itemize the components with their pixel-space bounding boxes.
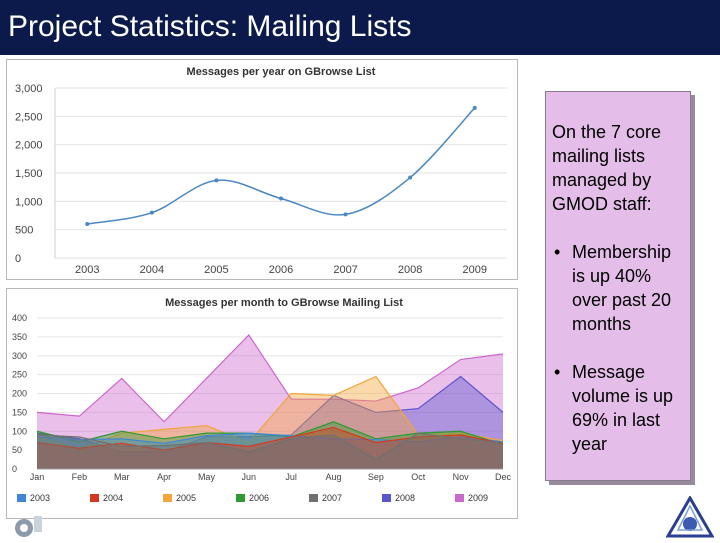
data-point [408, 175, 413, 180]
note-bullet-volume: • Message volume is up 69% in last year [552, 360, 682, 456]
monthly-messages-chart-svg: Messages per month to GBrowse Mailing Li… [12, 297, 512, 503]
note-bullet-text: Message volume is up 69% in last year [572, 362, 674, 454]
legend-label: 2007 [322, 493, 342, 503]
y-tick-label: 500 [15, 225, 33, 237]
data-point [279, 196, 283, 201]
x-tick-label: Feb [72, 472, 88, 482]
note-intro: On the 7 core mailing lists managed by G… [552, 122, 662, 214]
legend-swatch [90, 494, 99, 502]
chart-title: Messages per year on GBrowse List [187, 66, 376, 78]
data-point [149, 210, 154, 215]
bullet-dot-icon: • [554, 362, 561, 382]
series-line-2007 [36, 432, 504, 461]
y-tick-label: 2,000 [15, 140, 43, 152]
gmod-logo-icon [665, 495, 715, 543]
x-tick-label: 2005 [204, 264, 228, 276]
series-line-2003 [36, 432, 504, 444]
legend-label: 2009 [468, 493, 488, 503]
legend-swatch [236, 494, 245, 502]
legend-swatch [163, 494, 172, 502]
monthly-messages-chart: Messages per month to GBrowse Mailing Li… [6, 288, 518, 519]
x-tick-label: Aug [326, 472, 342, 482]
series-area-2008 [37, 376, 503, 469]
x-tick-label: Jan [30, 472, 45, 482]
y-tick-label: 2,500 [15, 111, 43, 123]
x-tick-label: Dec [495, 472, 512, 482]
series-line-2008 [36, 375, 504, 453]
series-line-2009 [36, 334, 504, 423]
y-tick-label: 1,000 [15, 196, 43, 208]
y-tick-label: 50 [12, 445, 22, 455]
x-tick-label: 2003 [75, 264, 99, 276]
data-point [85, 222, 90, 226]
y-tick-label: 400 [12, 313, 27, 323]
x-tick-label: 2009 [462, 264, 486, 276]
x-tick-label: Sep [368, 472, 384, 482]
y-tick-label: 350 [12, 332, 27, 342]
y-tick-label: 0 [15, 253, 21, 265]
data-point [214, 178, 219, 183]
series-line-2005 [36, 375, 504, 451]
x-tick-label: 2004 [140, 264, 164, 276]
note-bullet-text: Membership is up 40% over past 20 months [572, 242, 672, 334]
legend-label: 2004 [103, 493, 123, 503]
gear-logo-icon [8, 510, 48, 543]
series-area-2003 [37, 433, 503, 469]
legend-swatch [17, 494, 26, 502]
y-tick-label: 100 [12, 426, 27, 436]
x-tick-label: May [198, 472, 216, 482]
x-tick-label: 2006 [269, 264, 293, 276]
series-area-2004 [37, 427, 503, 469]
y-tick-label: 3,000 [15, 83, 43, 95]
legend-label: 2008 [395, 493, 415, 503]
legend-swatch [382, 494, 391, 502]
x-tick-label: Mar [114, 472, 130, 482]
title-bar: Project Statistics: Mailing Lists [0, 0, 720, 55]
note-bullet-membership: • Membership is up 40% over past 20 month… [552, 240, 682, 336]
legend-swatch [455, 494, 464, 502]
legend-label: 2006 [249, 493, 269, 503]
chart-title: Messages per month to GBrowse Mailing Li… [165, 297, 403, 309]
x-tick-label: Nov [453, 472, 470, 482]
legend-swatch [309, 494, 318, 502]
yearly-messages-chart: Messages per year on GBrowse List 0 500 1,0… [6, 59, 518, 280]
series-area-2009 [37, 334, 503, 469]
x-tick-label: 2008 [398, 264, 422, 276]
y-tick-label: 250 [12, 370, 27, 380]
x-tick-label: Apr [157, 472, 171, 482]
data-point [343, 212, 348, 217]
bullet-dot-icon: • [554, 242, 561, 262]
x-tick-label: Oct [411, 472, 426, 482]
x-tick-label: Jun [242, 472, 257, 482]
y-tick-label: 200 [12, 389, 27, 399]
y-tick-label: 1,500 [15, 168, 43, 180]
y-tick-label: 0 [12, 464, 17, 474]
yearly-messages-chart-svg: Messages per year on GBrowse List 0 500 1,0… [15, 66, 507, 276]
page-title: Project Statistics: Mailing Lists [8, 10, 412, 43]
legend-label: 2003 [30, 493, 50, 503]
data-point [472, 105, 477, 110]
x-tick-label: Jul [285, 472, 297, 482]
note-box: On the 7 core mailing lists managed by G… [545, 91, 691, 481]
legend-label: 2005 [176, 493, 196, 503]
x-tick-label: 2007 [333, 264, 357, 276]
series-line [87, 107, 476, 225]
y-tick-label: 150 [12, 407, 27, 417]
series-line-2004 [36, 426, 504, 451]
series-area-2007 [37, 433, 503, 469]
y-tick-label: 300 [12, 351, 27, 361]
